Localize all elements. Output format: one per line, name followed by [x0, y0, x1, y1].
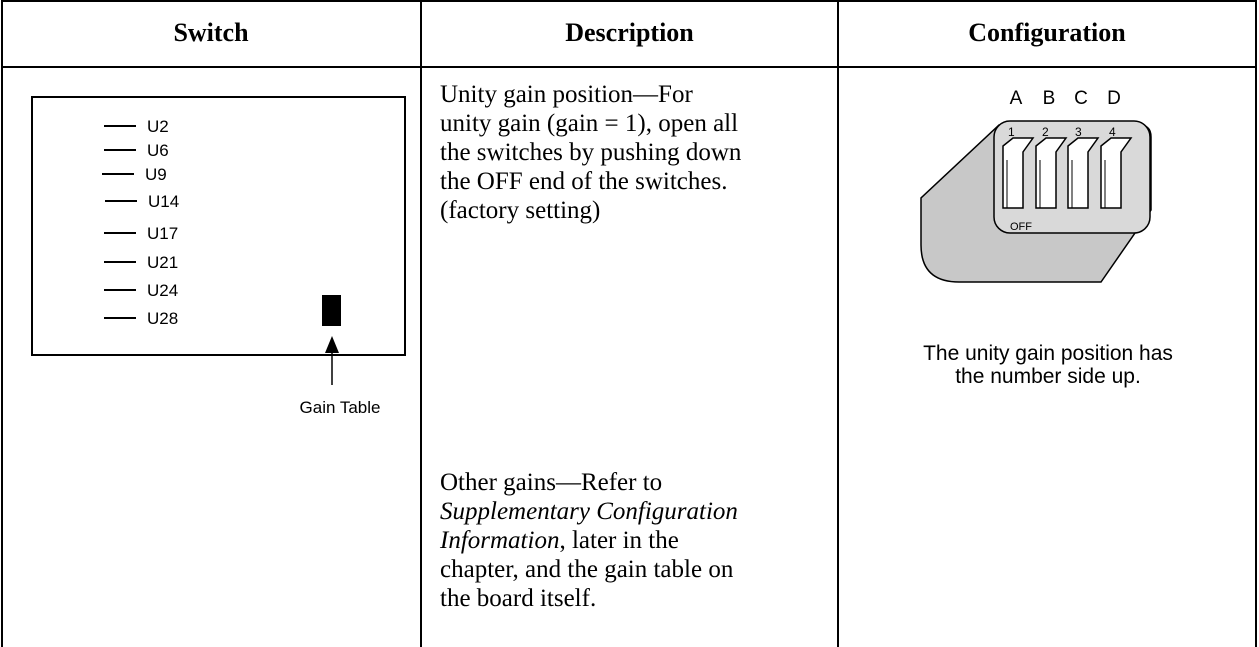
text-line: Unity gain position—For [440, 80, 741, 109]
switch-number: 2 [1042, 125, 1049, 139]
switch-label: U24 [147, 281, 178, 300]
switch-label: U14 [148, 192, 179, 211]
switch-label: U2 [147, 117, 169, 136]
description: Other gains—Refer to Supplementary Config… [440, 468, 738, 613]
switch-letter: A [1010, 88, 1023, 109]
board-outline [31, 96, 406, 356]
text-line: Supplementary Configuration [440, 497, 738, 526]
text-line: chapter, and the gain table on [440, 555, 738, 584]
switch-letter: D [1107, 88, 1121, 109]
text-segment: (factory setting) [440, 197, 601, 224]
text-line: the OFF end of the switches. [440, 167, 741, 196]
text-segment: , later in the [559, 527, 679, 554]
header-cell: Switch [173, 18, 249, 47]
caption-line: The unity gain position has [923, 342, 1173, 365]
text-segment: chapter, and the gain table on [440, 556, 734, 583]
caption-line: the number side up. [955, 365, 1141, 388]
text-line: the switches by pushing down [440, 138, 741, 167]
text-line: Other gains—Refer to [440, 468, 738, 497]
switch-label: U9 [145, 165, 167, 184]
border [1, 66, 1257, 68]
border [1255, 0, 1257, 647]
switch-number: 4 [1109, 125, 1116, 139]
border [420, 0, 422, 647]
text-segment: Other gains—Refer to [440, 469, 663, 496]
switch-label: U21 [147, 253, 178, 272]
switch-diagram: Gain Table U2 U6 U9 U14 U17 U21 U24 U28 [31, 96, 406, 417]
switch-label: U28 [147, 309, 178, 328]
text-segment: Supplementary Configuration [440, 498, 738, 525]
caption: The unity gain position has the number si… [880, 342, 1216, 388]
switch-number: 3 [1075, 125, 1082, 139]
text-line: (factory setting) [440, 196, 741, 225]
callout: Gain Table [300, 398, 381, 417]
arrow-head [325, 336, 339, 353]
rocker [1100, 137, 1133, 209]
switch-label: U6 [147, 141, 169, 160]
text-segment: the board itself. [440, 585, 597, 612]
text-line: Information, later in the [440, 526, 738, 555]
switch-label: U17 [147, 224, 178, 243]
text-segment: Information [440, 527, 560, 554]
rockers [1002, 137, 1133, 209]
border [837, 0, 839, 647]
dip-switch-diagram: OFF A B C D 1 2 3 4 [920, 88, 1152, 283]
text-segment: Unity gain position—For [440, 81, 693, 108]
text-line: the board itself. [440, 584, 738, 613]
text-segment: the switches by pushing down [440, 139, 742, 166]
switch-letter: C [1074, 88, 1088, 109]
rocker [1067, 137, 1100, 209]
header-cell: Configuration [968, 18, 1126, 47]
switch-number: 1 [1008, 125, 1015, 139]
rocker [1002, 137, 1035, 209]
text-segment: unity gain (gain = 1), open all [440, 110, 739, 137]
text-segment: the OFF end of the switches. [440, 168, 728, 195]
gain-table-block [322, 295, 341, 326]
border [1, 0, 3, 647]
header-cell: Description [565, 18, 694, 47]
border [1, 0, 1257, 2]
description: Unity gain position—For unity gain (gain … [440, 80, 741, 225]
switch-letter: B [1043, 88, 1056, 109]
text-line: unity gain (gain = 1), open all [440, 109, 741, 138]
rocker [1035, 137, 1068, 209]
off-label: OFF [1010, 221, 1032, 233]
